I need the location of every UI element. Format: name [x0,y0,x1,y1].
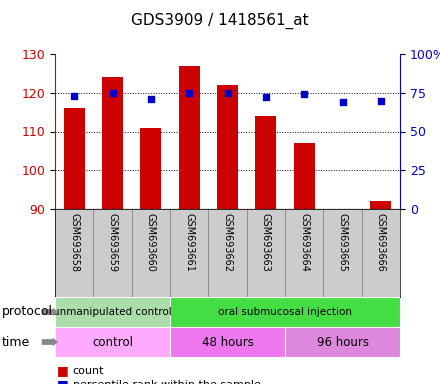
Bar [64,108,85,209]
Point [262,94,269,101]
Text: GSM693659: GSM693659 [107,214,117,272]
Text: time: time [2,336,30,349]
Bar [217,85,238,209]
Text: ■: ■ [57,379,69,384]
Text: percentile rank within the sample: percentile rank within the sample [73,380,260,384]
Bar [285,209,323,297]
Bar [208,209,247,297]
Text: count: count [73,366,104,376]
Point [109,90,116,96]
Bar [102,77,123,209]
Bar [170,297,400,327]
Bar [170,209,208,297]
Text: unmanipulated control: unmanipulated control [53,307,172,317]
Text: GSM693660: GSM693660 [146,214,156,272]
Text: protocol: protocol [2,306,53,318]
Bar [293,143,315,209]
Bar [132,209,170,297]
Bar [55,297,170,327]
Point [339,99,346,105]
Text: GSM693665: GSM693665 [337,214,348,272]
Point [301,91,308,98]
Bar [247,209,285,297]
Text: ■: ■ [57,364,69,377]
Text: oral submucosal injection: oral submucosal injection [218,307,352,317]
Text: 48 hours: 48 hours [202,336,253,349]
Text: GSM693663: GSM693663 [261,214,271,272]
Bar [179,66,200,209]
Bar [55,327,170,357]
Bar [170,327,285,357]
Bar [323,209,362,297]
Bar [55,209,93,297]
Text: GDS3909 / 1418561_at: GDS3909 / 1418561_at [131,12,309,29]
Text: GSM693658: GSM693658 [69,214,79,272]
Bar [140,127,161,209]
Point [378,98,385,104]
Bar [362,209,400,297]
Text: control: control [92,336,133,349]
Bar [255,116,276,209]
Text: GSM693661: GSM693661 [184,214,194,272]
Bar [285,327,400,357]
Point [71,93,78,99]
Bar [93,209,132,297]
Text: GSM693664: GSM693664 [299,214,309,272]
Text: GSM693666: GSM693666 [376,214,386,272]
Point [224,90,231,96]
Text: GSM693662: GSM693662 [223,214,232,272]
Text: 96 hours: 96 hours [316,336,369,349]
Point [186,90,193,96]
Bar [370,201,391,209]
Point [147,96,154,102]
